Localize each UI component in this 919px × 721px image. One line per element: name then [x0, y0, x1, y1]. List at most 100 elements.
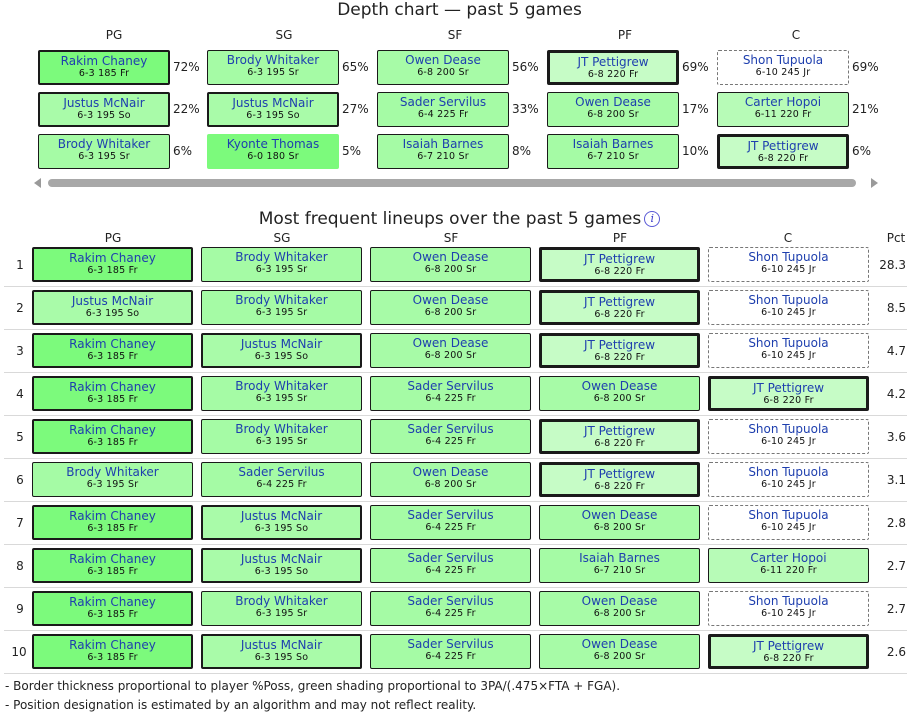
player-name[interactable]: JT Pettigrew — [583, 467, 656, 481]
player-card-sader-servilus[interactable]: Sader Servilus 6-4 225 Fr — [370, 376, 531, 411]
horizontal-scrollbar[interactable] — [34, 178, 878, 190]
player-name[interactable]: Rakim Chaney — [69, 423, 156, 437]
player-card-jt-pettigrew[interactable]: JT Pettigrew 6-8 220 Fr — [539, 462, 700, 497]
player-card-justus-mcnair[interactable]: Justus McNair 6-3 195 So — [38, 92, 170, 127]
player-card-shon-tupuola[interactable]: Shon Tupuola 6-10 245 Jr — [717, 50, 849, 85]
player-card-sader-servilus[interactable]: Sader Servilus 6-4 225 Fr — [370, 634, 531, 669]
player-name[interactable]: Justus McNair — [240, 509, 323, 523]
player-name[interactable]: Owen Dease — [581, 508, 658, 522]
scroll-right-arrow-icon[interactable] — [871, 178, 878, 188]
player-card-sader-servilus[interactable]: Sader Servilus 6-4 225 Fr — [370, 548, 531, 583]
player-name[interactable]: Brody Whitaker — [66, 465, 159, 479]
player-card-isaiah-barnes[interactable]: Isaiah Barnes 6-7 210 Sr — [377, 134, 509, 169]
player-card-owen-dease[interactable]: Owen Dease 6-8 200 Sr — [370, 247, 531, 282]
player-card-jt-pettigrew[interactable]: JT Pettigrew 6-8 220 Fr — [547, 50, 679, 85]
player-card-rakim-chaney[interactable]: Rakim Chaney 6-3 185 Fr — [32, 376, 193, 411]
player-card-jt-pettigrew[interactable]: JT Pettigrew 6-8 220 Fr — [708, 634, 869, 669]
player-name[interactable]: Owen Dease — [412, 465, 489, 479]
player-name[interactable]: Carter Hopoi — [750, 551, 827, 565]
player-card-rakim-chaney[interactable]: Rakim Chaney 6-3 185 Fr — [32, 548, 193, 583]
player-name[interactable]: Shon Tupuola — [748, 508, 829, 522]
player-card-owen-dease[interactable]: Owen Dease 6-8 200 Sr — [539, 591, 700, 626]
player-name[interactable]: Owen Dease — [581, 637, 658, 651]
player-name[interactable]: JT Pettigrew — [583, 252, 656, 266]
player-name[interactable]: Brody Whitaker — [226, 53, 320, 67]
player-name[interactable]: Shon Tupuola — [748, 336, 829, 350]
player-card-justus-mcnair[interactable]: Justus McNair 6-3 195 So — [201, 505, 362, 540]
player-card-justus-mcnair[interactable]: Justus McNair 6-3 195 So — [32, 290, 193, 325]
player-card-brody-whitaker[interactable]: Brody Whitaker 6-3 195 Sr — [38, 134, 170, 169]
player-card-shon-tupuola[interactable]: Shon Tupuola 6-10 245 Jr — [708, 462, 869, 497]
player-card-justus-mcnair[interactable]: Justus McNair 6-3 195 So — [201, 548, 362, 583]
player-name[interactable]: Sader Servilus — [399, 95, 487, 109]
player-card-shon-tupuola[interactable]: Shon Tupuola 6-10 245 Jr — [708, 333, 869, 368]
player-card-jt-pettigrew[interactable]: JT Pettigrew 6-8 220 Fr — [539, 290, 700, 325]
player-name[interactable]: Owen Dease — [412, 250, 489, 264]
player-name[interactable]: JT Pettigrew — [752, 381, 825, 395]
player-name[interactable]: Shon Tupuola — [742, 53, 824, 67]
player-card-owen-dease[interactable]: Owen Dease 6-8 200 Sr — [370, 462, 531, 497]
player-name[interactable]: Owen Dease — [405, 53, 481, 67]
player-name[interactable]: Owen Dease — [581, 379, 658, 393]
scroll-left-arrow-icon[interactable] — [34, 178, 41, 188]
player-card-shon-tupuola[interactable]: Shon Tupuola 6-10 245 Jr — [708, 247, 869, 282]
player-card-rakim-chaney[interactable]: Rakim Chaney 6-3 185 Fr — [32, 505, 193, 540]
player-name[interactable]: Rakim Chaney — [69, 251, 156, 265]
player-card-brody-whitaker[interactable]: Brody Whitaker 6-3 195 Sr — [201, 247, 362, 282]
player-card-brody-whitaker[interactable]: Brody Whitaker 6-3 195 Sr — [201, 376, 362, 411]
player-card-jt-pettigrew[interactable]: JT Pettigrew 6-8 220 Fr — [539, 419, 700, 454]
player-card-carter-hopoi[interactable]: Carter Hopoi 6-11 220 Fr — [717, 92, 849, 127]
player-card-rakim-chaney[interactable]: Rakim Chaney 6-3 185 Fr — [38, 50, 170, 85]
player-name[interactable]: Sader Servilus — [407, 551, 494, 565]
player-name[interactable]: Rakim Chaney — [69, 638, 156, 652]
player-name[interactable]: Rakim Chaney — [69, 595, 156, 609]
player-name[interactable]: Carter Hopoi — [744, 95, 822, 109]
player-card-owen-dease[interactable]: Owen Dease 6-8 200 Sr — [539, 634, 700, 669]
player-name[interactable]: Justus McNair — [240, 337, 323, 351]
player-name[interactable]: JT Pettigrew — [752, 639, 825, 653]
player-name[interactable]: Brody Whitaker — [235, 293, 328, 307]
player-name[interactable]: Rakim Chaney — [69, 509, 156, 523]
player-name[interactable]: Justus McNair — [63, 96, 145, 110]
player-card-jt-pettigrew[interactable]: JT Pettigrew 6-8 220 Fr — [539, 333, 700, 368]
player-card-owen-dease[interactable]: Owen Dease 6-8 200 Sr — [370, 333, 531, 368]
player-card-rakim-chaney[interactable]: Rakim Chaney 6-3 185 Fr — [32, 419, 193, 454]
player-card-owen-dease[interactable]: Owen Dease 6-8 200 Sr — [377, 50, 509, 85]
player-card-shon-tupuola[interactable]: Shon Tupuola 6-10 245 Jr — [708, 290, 869, 325]
player-card-sader-servilus[interactable]: Sader Servilus 6-4 225 Fr — [201, 462, 362, 497]
player-name[interactable]: Kyonte Thomas — [226, 137, 320, 151]
player-card-shon-tupuola[interactable]: Shon Tupuola 6-10 245 Jr — [708, 505, 869, 540]
player-name[interactable]: Rakim Chaney — [69, 337, 156, 351]
player-name[interactable]: Brody Whitaker — [235, 422, 328, 436]
player-name[interactable]: JT Pettigrew — [583, 424, 656, 438]
player-name[interactable]: Sader Servilus — [407, 422, 494, 436]
player-card-brody-whitaker[interactable]: Brody Whitaker 6-3 195 Sr — [201, 591, 362, 626]
player-card-justus-mcnair[interactable]: Justus McNair 6-3 195 So — [201, 333, 362, 368]
player-name[interactable]: Sader Servilus — [407, 594, 494, 608]
player-card-brody-whitaker[interactable]: Brody Whitaker 6-3 195 Sr — [207, 50, 339, 85]
player-name[interactable]: Isaiah Barnes — [579, 551, 660, 565]
player-name[interactable]: Owen Dease — [412, 336, 489, 350]
player-card-owen-dease[interactable]: Owen Dease 6-8 200 Sr — [370, 290, 531, 325]
player-name[interactable]: Sader Servilus — [407, 508, 494, 522]
player-card-owen-dease[interactable]: Owen Dease 6-8 200 Sr — [539, 376, 700, 411]
scrollbar-thumb[interactable] — [48, 179, 856, 187]
player-card-brody-whitaker[interactable]: Brody Whitaker 6-3 195 Sr — [32, 462, 193, 497]
player-card-sader-servilus[interactable]: Sader Servilus 6-4 225 Fr — [370, 505, 531, 540]
player-card-jt-pettigrew[interactable]: JT Pettigrew 6-8 220 Fr — [708, 376, 869, 411]
player-name[interactable]: JT Pettigrew — [583, 295, 656, 309]
player-name[interactable]: Owen Dease — [575, 95, 651, 109]
player-name[interactable]: Shon Tupuola — [748, 250, 829, 264]
player-card-rakim-chaney[interactable]: Rakim Chaney 6-3 185 Fr — [32, 247, 193, 282]
player-card-carter-hopoi[interactable]: Carter Hopoi 6-11 220 Fr — [708, 548, 869, 583]
player-name[interactable]: Justus McNair — [232, 96, 314, 110]
player-name[interactable]: Brody Whitaker — [235, 594, 328, 608]
player-name[interactable]: Justus McNair — [240, 638, 323, 652]
player-card-owen-dease[interactable]: Owen Dease 6-8 200 Sr — [539, 505, 700, 540]
player-name[interactable]: JT Pettigrew — [577, 55, 649, 69]
player-name[interactable]: JT Pettigrew — [583, 338, 656, 352]
player-card-shon-tupuola[interactable]: Shon Tupuola 6-10 245 Jr — [708, 419, 869, 454]
player-card-rakim-chaney[interactable]: Rakim Chaney 6-3 185 Fr — [32, 333, 193, 368]
player-name[interactable]: Justus McNair — [240, 552, 323, 566]
player-name[interactable]: Rakim Chaney — [69, 552, 156, 566]
